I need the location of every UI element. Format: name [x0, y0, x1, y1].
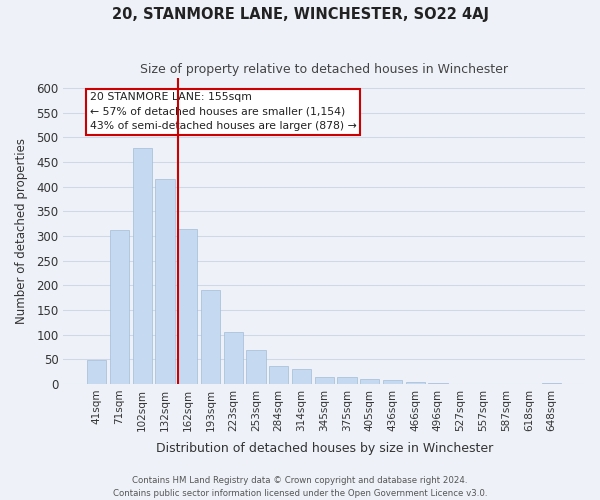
Bar	[383, 380, 402, 384]
Bar	[337, 376, 356, 384]
Text: Contains HM Land Registry data © Crown copyright and database right 2024.
Contai: Contains HM Land Registry data © Crown c…	[113, 476, 487, 498]
Bar	[314, 377, 334, 384]
Text: 20, STANMORE LANE, WINCHESTER, SO22 4AJ: 20, STANMORE LANE, WINCHESTER, SO22 4AJ	[112, 8, 488, 22]
Bar	[201, 290, 220, 384]
Bar	[542, 383, 561, 384]
X-axis label: Distribution of detached houses by size in Winchester: Distribution of detached houses by size …	[155, 442, 493, 455]
Bar	[87, 360, 106, 384]
Bar	[178, 228, 197, 384]
Bar	[133, 148, 152, 384]
Bar	[110, 230, 129, 384]
Bar	[224, 332, 243, 384]
Bar	[269, 366, 289, 384]
Bar	[292, 368, 311, 384]
Y-axis label: Number of detached properties: Number of detached properties	[15, 138, 28, 324]
Title: Size of property relative to detached houses in Winchester: Size of property relative to detached ho…	[140, 62, 508, 76]
Bar	[155, 179, 175, 384]
Bar	[360, 379, 379, 384]
Bar	[247, 350, 266, 384]
Text: 20 STANMORE LANE: 155sqm
← 57% of detached houses are smaller (1,154)
43% of sem: 20 STANMORE LANE: 155sqm ← 57% of detach…	[89, 92, 356, 132]
Bar	[406, 382, 425, 384]
